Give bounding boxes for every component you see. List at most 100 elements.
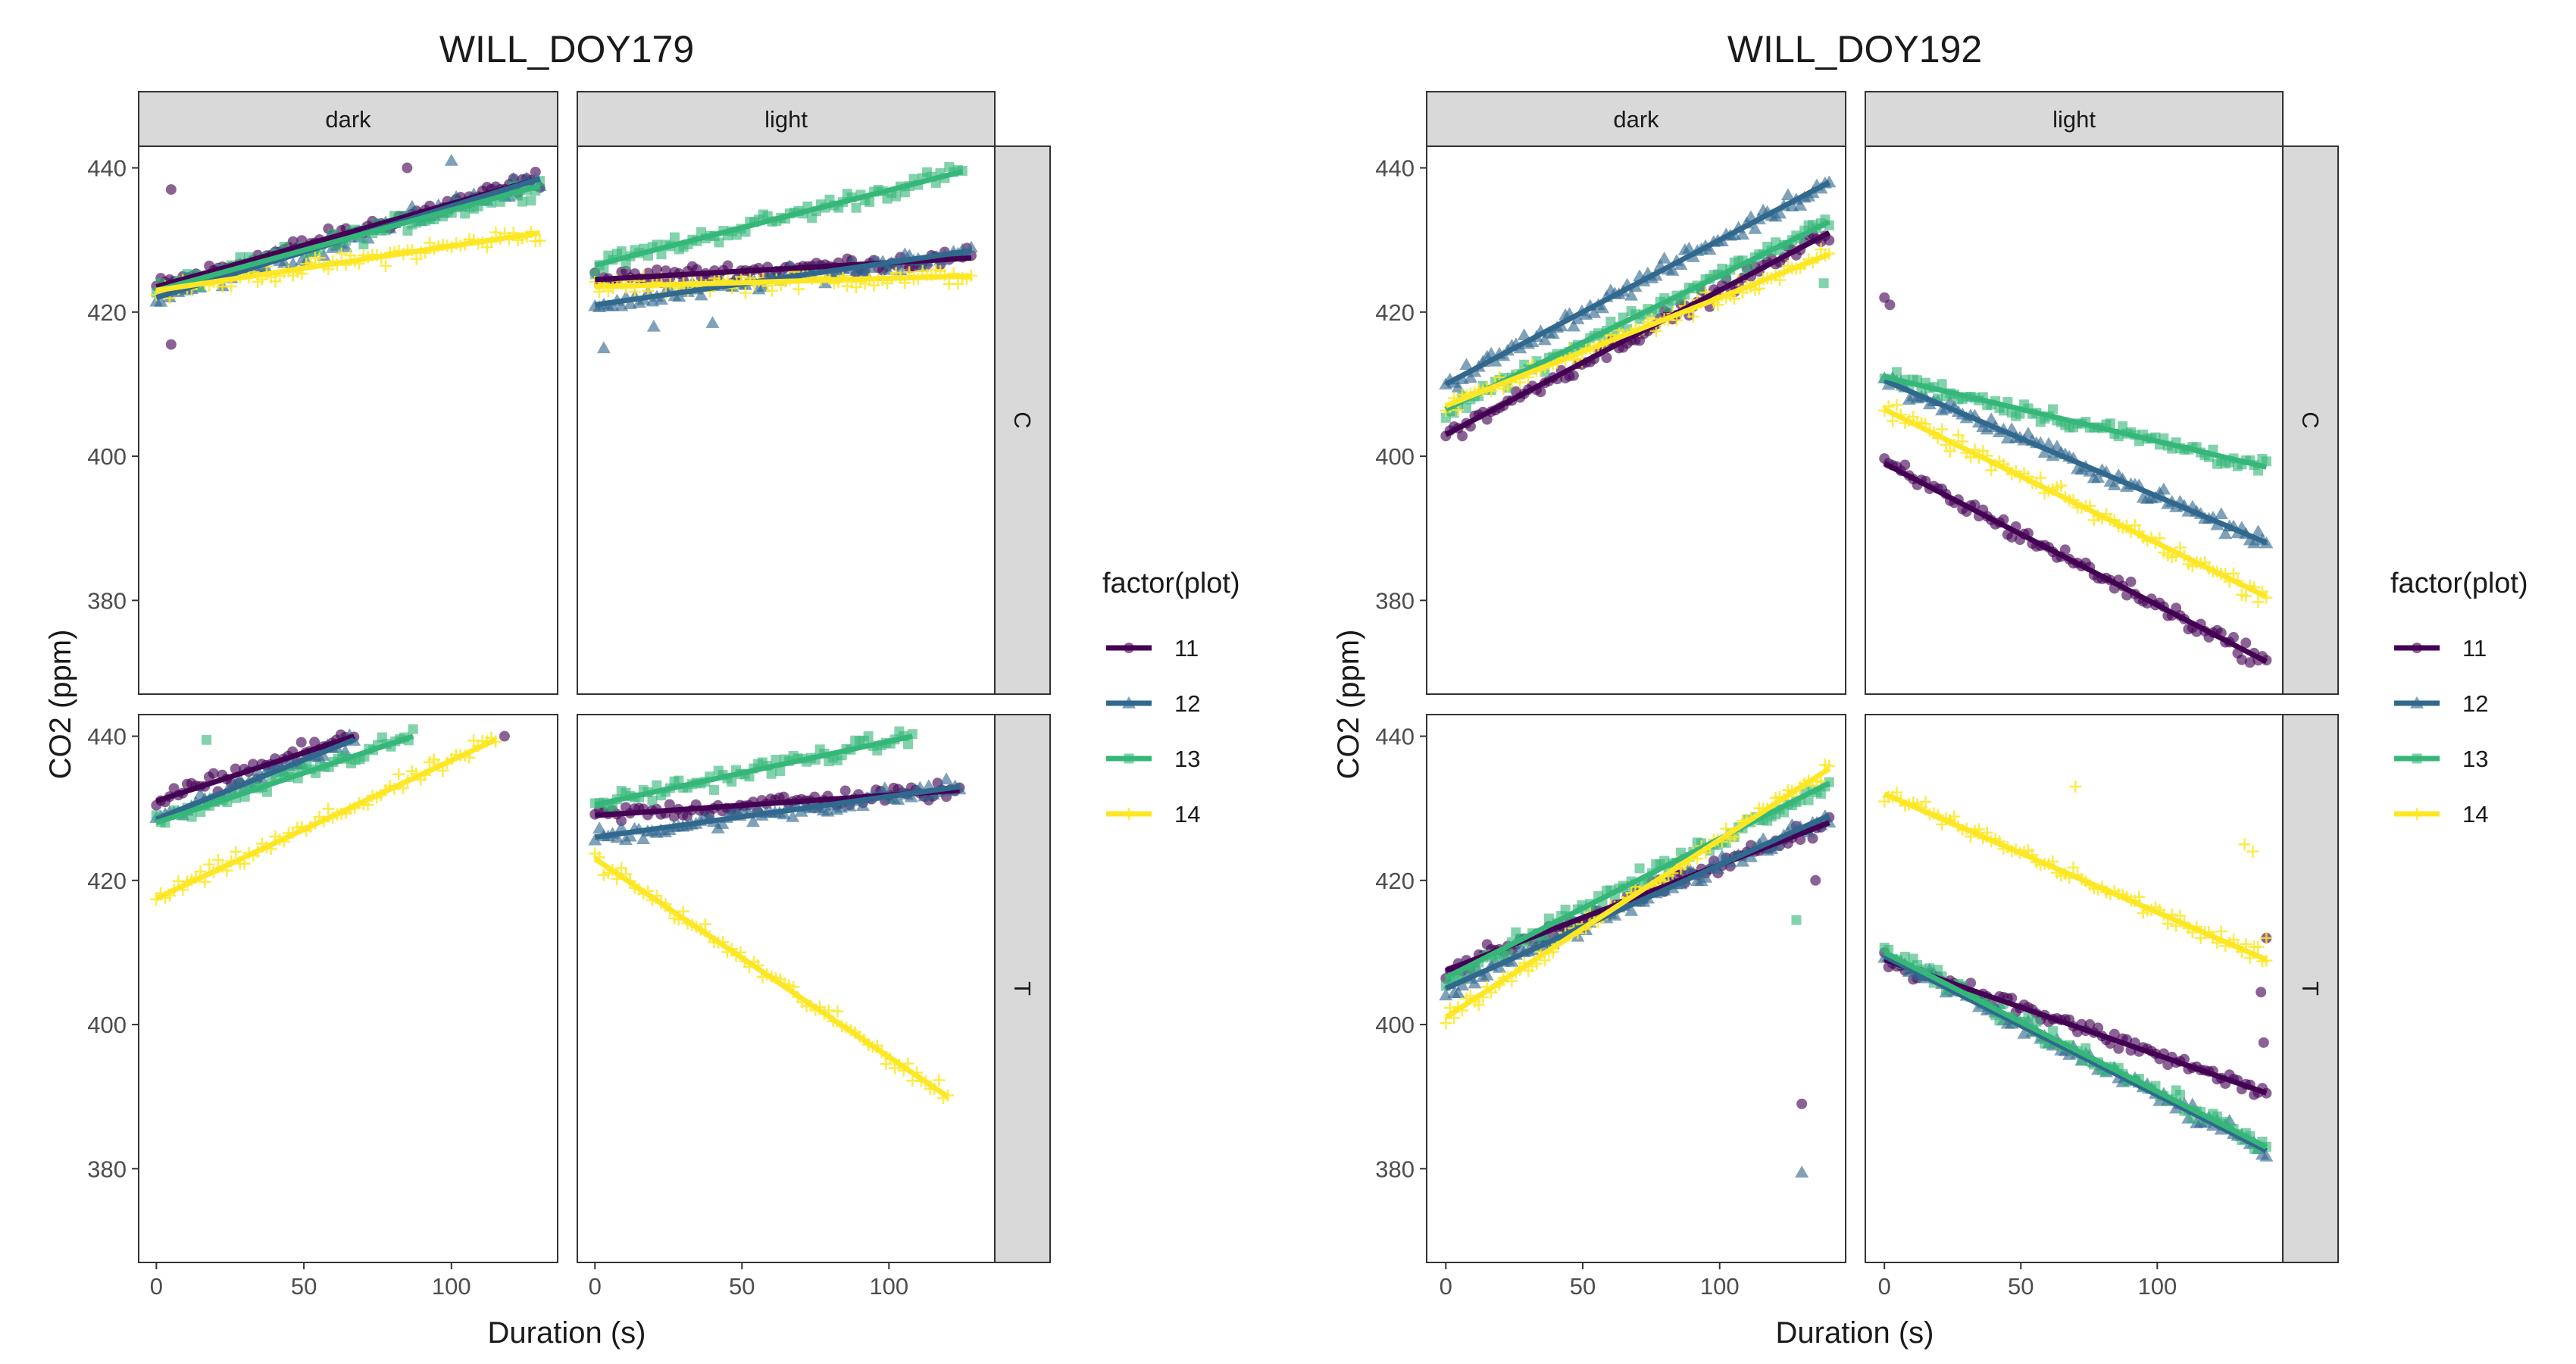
data-point-series-11 [2084,1018,2096,1030]
legend-item-13: 13 [2394,746,2488,772]
x-tick-label: 0 [589,1273,602,1300]
data-point-series-12 [1468,976,1482,989]
data-point-series-13 [2105,418,2115,429]
chart-2: WILL_DOY192 380 400 420 440 0 50 100 380 400 420 44… [1332,28,2528,1350]
x-tick-label: 50 [2008,1273,2034,1300]
data-point-series-13 [771,755,781,765]
data-point-series-13 [851,202,861,213]
legend-label: 14 [1174,801,1200,827]
data-point-series-14 [2252,596,2265,608]
data-point-series-13 [517,196,527,207]
data-point-series-14 [739,286,752,299]
data-point-series-11 [2059,544,2071,555]
data-point-series-14 [792,283,805,296]
fit-line-series-14 [593,856,949,1100]
data-point-series-14 [410,252,423,265]
legend-item-14: 14 [1106,801,1200,827]
data-point-series-14 [1649,325,1662,338]
data-point-series-13 [2047,404,2058,415]
y-tick-label: 400 [1375,1012,1415,1038]
data-point-series-12 [1451,986,1465,998]
fit-line-series-12 [594,248,972,308]
fit-line-series-14 [1445,252,1830,408]
data-point-series-12 [654,293,668,305]
fit-line-series-13 [1444,781,1830,981]
data-point-series-14 [615,862,628,874]
x-tick-label: 100 [1700,1273,1740,1300]
y-tick-label: 400 [1375,443,1415,470]
facet-strip-T [994,714,1051,1263]
data-point-series-12 [1748,221,1762,234]
data-point-series-13 [2031,1016,2042,1027]
data-point-series-11 [2256,987,2267,998]
data-point-series-12 [2410,696,2424,709]
x-tick-label: 100 [432,1273,471,1300]
facet-label-light: light [2052,106,2096,133]
panel-dark-C: 380 400 420 440 [87,145,558,695]
data-point-series-12 [1537,333,1552,346]
data-point-series-11 [2113,1043,2124,1054]
data-point-series-12 [855,799,870,811]
facet-label-dark: dark [1613,106,1659,133]
data-point-series-13 [261,787,272,797]
data-point-series-12 [1780,188,1795,201]
legend-label: 12 [2462,690,2488,717]
legend: factor(plot) 11 12 13 14 [2390,568,2528,827]
data-point-series-14 [2055,479,2068,492]
data-point-series-13 [621,259,631,270]
panel-background [577,146,995,694]
data-point-series-12 [1596,301,1610,314]
data-point-series-12 [694,288,708,301]
data-point-series-12 [506,171,521,184]
data-point-series-13 [1803,795,1814,806]
x-tick-label: 0 [150,1273,163,1300]
data-point-series-13 [1124,753,1134,764]
fit-line-series-11 [1444,230,1830,437]
data-point-series-13 [864,196,875,207]
data-point-series-12 [592,821,607,834]
y-axis-title: CO2 (ppm) [44,630,77,780]
data-point-series-12 [1517,328,1531,341]
data-point-series-14 [2238,838,2251,851]
legend-label: 13 [2462,746,2488,772]
data-point-series-11 [165,339,177,350]
data-point-series-12 [636,832,651,844]
data-point-series-11 [208,768,219,779]
data-point-series-12 [1459,358,1474,370]
data-point-series-13 [589,269,600,280]
data-point-series-12 [746,815,760,827]
data-point-series-12 [1682,241,1696,254]
fit-line-series-12 [155,737,355,822]
facet-label-C: C [2297,411,2324,428]
data-point-series-12 [2156,482,2171,495]
data-point-series-13 [1605,316,1616,327]
data-point-series-12 [1736,227,1750,240]
legend-item-12: 12 [2394,690,2488,717]
legend-title: factor(plot) [2390,568,2528,599]
data-point-series-12 [1743,850,1758,862]
data-point-series-14 [2034,471,2047,484]
chart-1: WILL_DOY179 380 400 420 440 0 50 100 380 400 420 44… [44,28,1240,1350]
data-point-series-11 [2412,643,2422,653]
data-point-series-13 [1891,367,1902,377]
panel-border [138,714,558,1263]
data-point-series-14 [2227,567,2240,580]
y-axis-title: CO2 (ppm) [1332,630,1365,780]
data-point-series-12 [1122,696,1136,709]
data-point-series-11 [652,264,663,275]
data-point-series-11 [2093,1022,2104,1034]
data-point-series-14 [2260,931,2273,944]
data-point-series-11 [616,815,627,827]
data-point-series-12 [1736,854,1750,867]
x-tick-label: 50 [291,1273,317,1300]
legend: factor(plot) 11 12 13 14 [1102,568,1240,827]
legend-label: 14 [2462,801,2488,827]
fit-line-series-11 [1884,957,2268,1096]
fit-line-series-13 [594,168,964,268]
data-point-series-14 [322,802,335,815]
panel-background [1865,715,2283,1262]
x-axis-title: Duration (s) [488,1316,646,1350]
legend-item-12: 12 [1106,690,1200,717]
data-point-series-11 [2006,531,2018,543]
